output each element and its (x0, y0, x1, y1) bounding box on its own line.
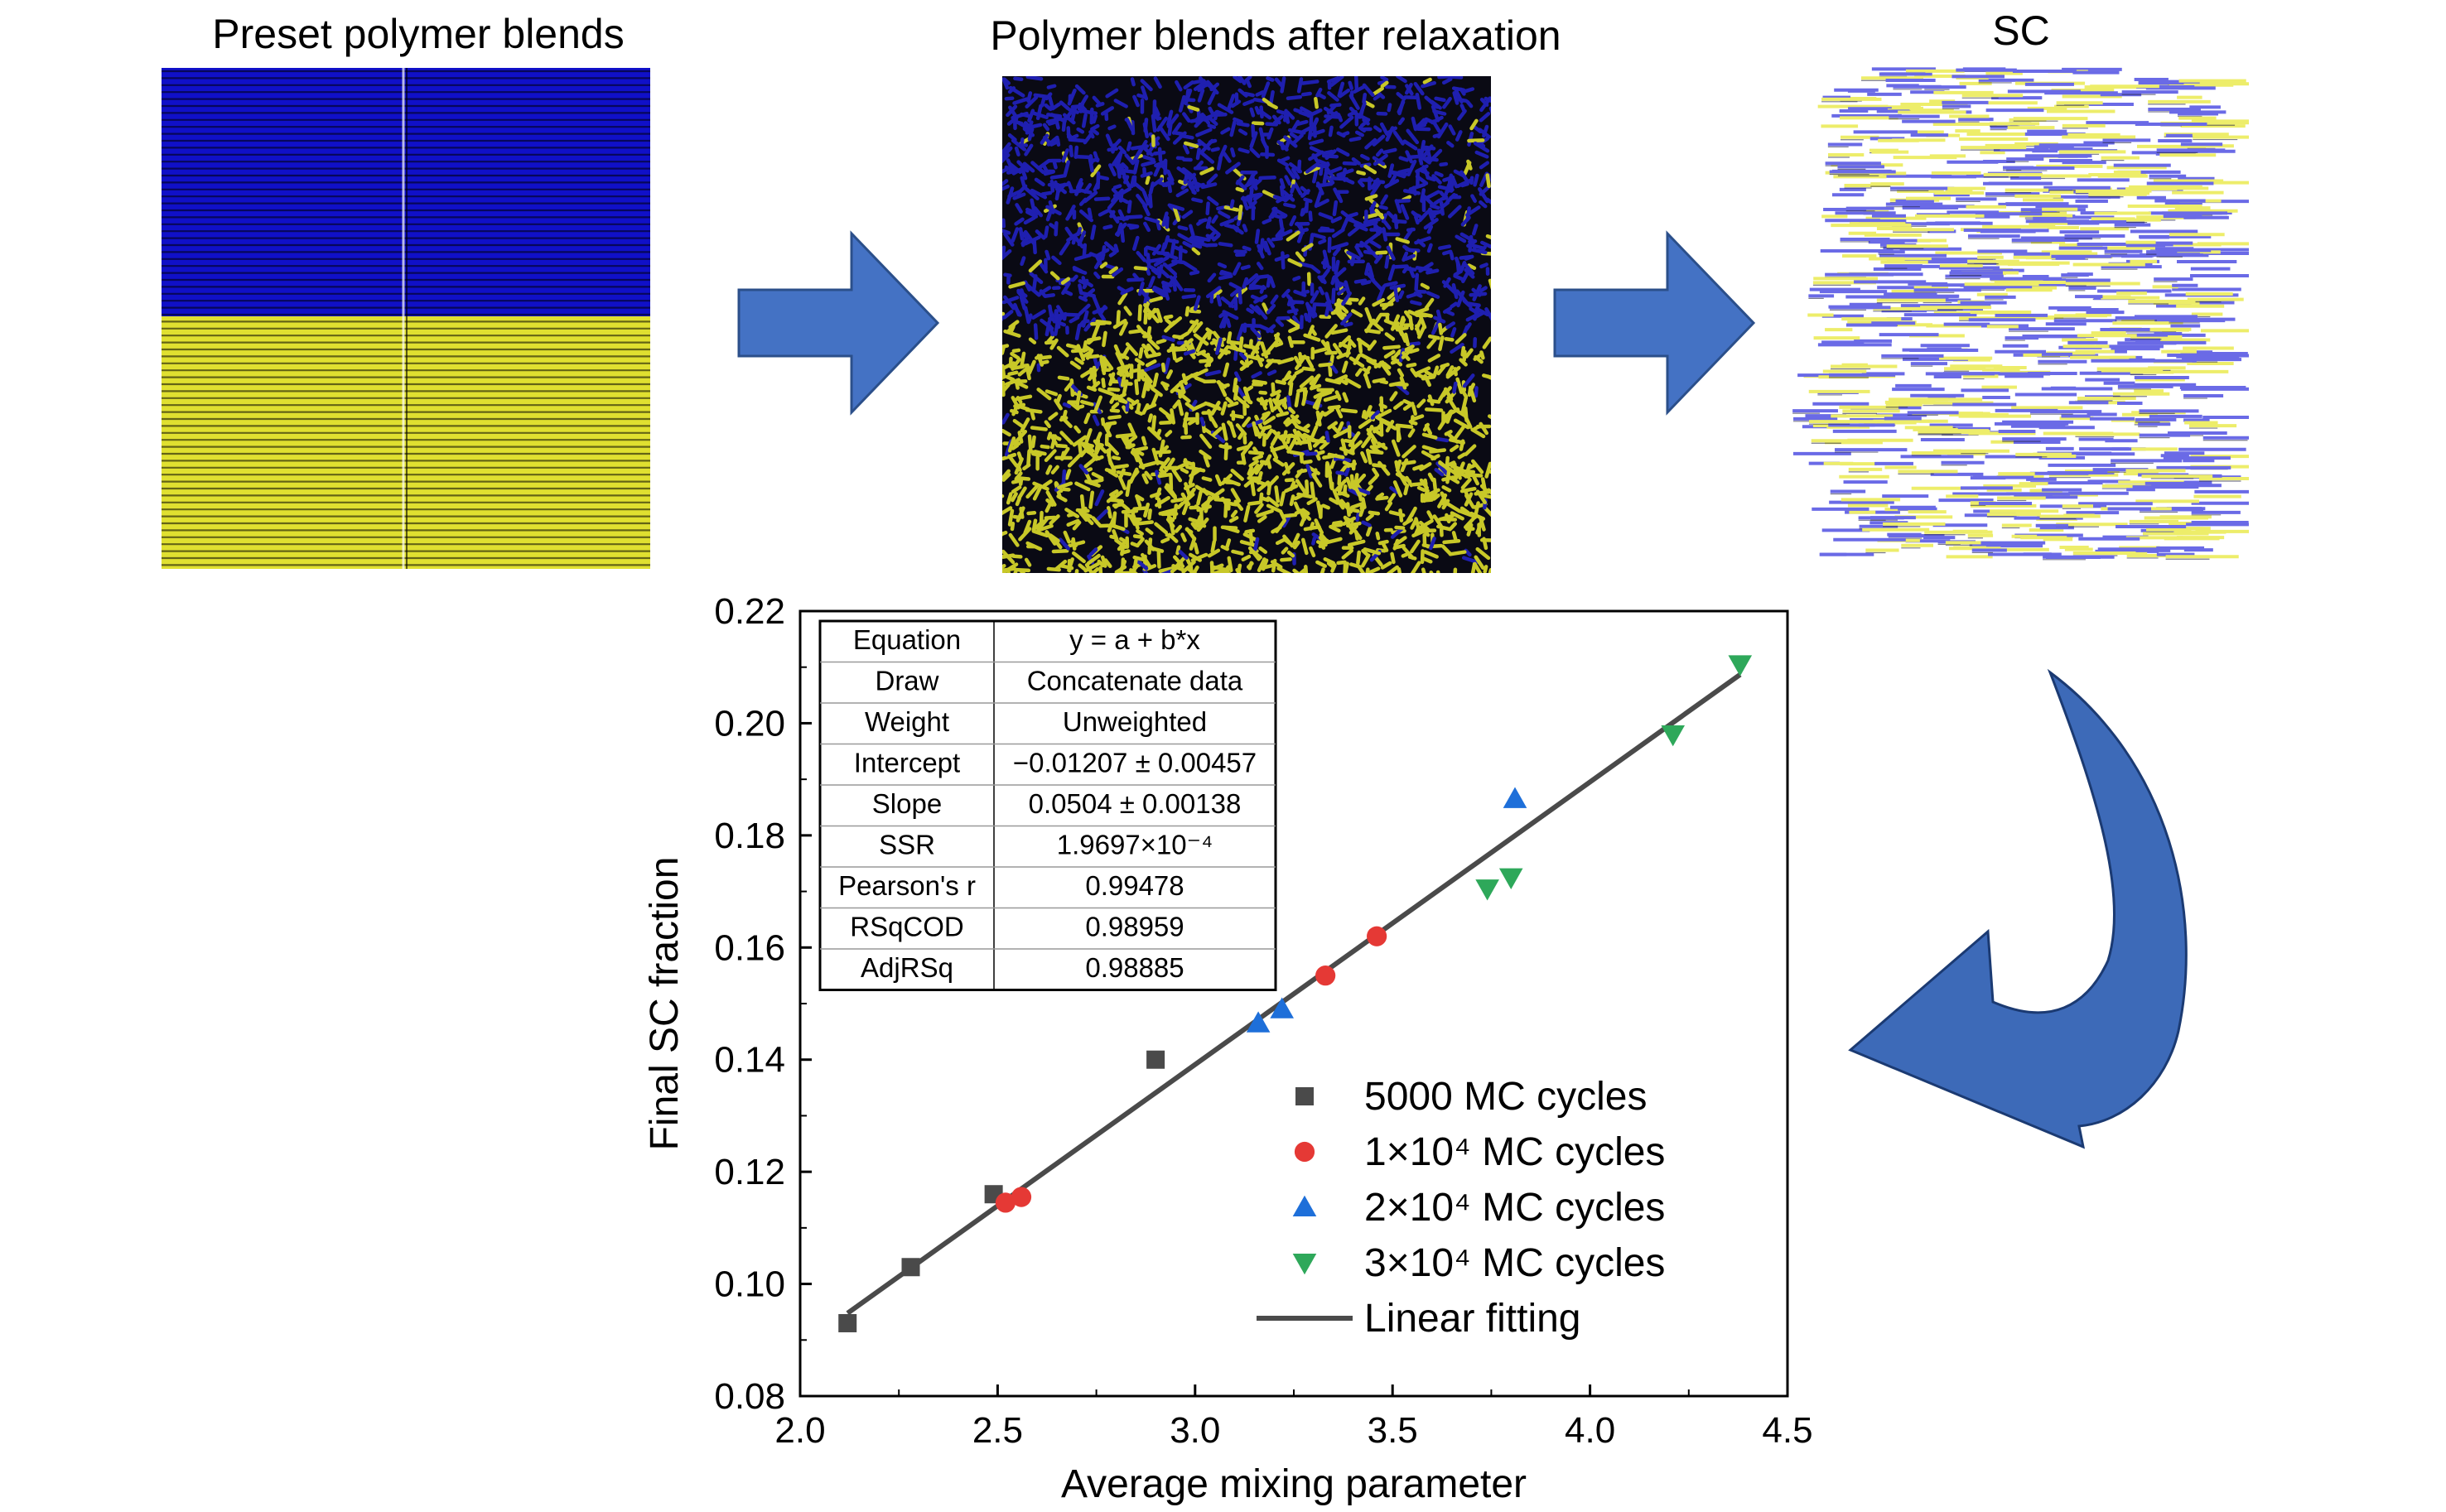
legend-label: 1×10⁴ MC cycles (1364, 1130, 1665, 1174)
y-tick-label: 0.08 (714, 1376, 785, 1417)
x-tick-label: 4.5 (1762, 1410, 1812, 1451)
data-point (1367, 926, 1387, 946)
fit-stats-value: 0.99478 (1085, 870, 1184, 901)
y-tick-label: 0.10 (714, 1264, 785, 1305)
fit-stats-table (818, 619, 1277, 991)
data-point (1146, 1050, 1165, 1069)
data-point (995, 1192, 1016, 1213)
curved-arrow-shape (1848, 668, 2188, 1149)
preset-blends-image (162, 68, 650, 569)
data-point (1503, 787, 1527, 808)
data-point (1475, 879, 1499, 901)
fit-stats-key: Weight (865, 706, 949, 737)
x-tick-label: 2.5 (972, 1410, 1023, 1451)
preset-blends-title: Preset polymer blends (212, 11, 625, 57)
fit-stats-key: Equation (853, 624, 961, 655)
data-point (901, 1258, 920, 1277)
data-point (1661, 725, 1686, 747)
data-point (838, 1313, 857, 1332)
legend-marker (1295, 1087, 1314, 1105)
x-tick-label: 2.0 (774, 1410, 825, 1451)
x-tick-label: 3.0 (1170, 1410, 1220, 1451)
fit-stats-value: −0.01207 ± 0.00457 (1013, 748, 1257, 778)
fit-stats-key: Intercept (854, 748, 960, 778)
legend-label: 3×10⁴ MC cycles (1364, 1241, 1665, 1285)
fit-stats-value: Unweighted (1063, 706, 1207, 737)
scatter-chart: 2.0 2.5 3.0 3.5 4.0 4.5 0.08 0.10 0.12 0.14 0.16 0.… (643, 591, 1813, 1506)
data-point (1498, 868, 1523, 889)
fit-stats-key: Draw (875, 666, 938, 696)
fit-stats-key: Slope (872, 788, 942, 819)
sc-crystal-image (1792, 67, 2249, 561)
y-tick-label: 0.22 (714, 591, 785, 632)
fit-stats-value: 0.98959 (1085, 912, 1184, 942)
y-tick-label: 0.12 (714, 1152, 785, 1192)
y-tick-label: 0.14 (714, 1040, 785, 1081)
sc-title: SC (1992, 7, 2050, 54)
y-axis-label: Final SC fraction (643, 857, 687, 1151)
fit-stats-value: 1.9697×10⁻⁴ (1057, 830, 1213, 860)
fit-stats-value: 0.0504 ± 0.00138 (1029, 788, 1242, 819)
legend-marker (1292, 1254, 1317, 1275)
x-axis-label: Average mixing parameter (1061, 1462, 1527, 1506)
legend-label: 5000 MC cycles (1364, 1075, 1647, 1119)
fit-stats-key: Pearson's r (838, 870, 976, 901)
legend-label: Linear fitting (1364, 1297, 1581, 1341)
y-tick-label: 0.20 (714, 703, 785, 744)
legend-marker (1292, 1195, 1317, 1216)
x-tick-label: 3.5 (1368, 1410, 1418, 1451)
arrow-shape (1553, 230, 1756, 416)
legend-label: 2×10⁴ MC cycles (1364, 1186, 1665, 1230)
relaxed-blends-image (1002, 76, 1491, 573)
data-point (1246, 1011, 1271, 1033)
y-tick-label: 0.18 (714, 816, 785, 856)
relaxed-blends-title: Polymer blends after relaxation (990, 12, 1561, 59)
data-point (1728, 655, 1753, 677)
fit-stats-value: 0.98885 (1085, 952, 1184, 983)
x-tick-label: 4.0 (1565, 1410, 1615, 1451)
arrow-shape (737, 230, 940, 416)
fit-stats-key: AdjRSq (861, 952, 953, 983)
fit-stats-value: Concatenate data (1027, 666, 1243, 696)
fit-line (846, 672, 1742, 1316)
arrow-right-icon (1553, 230, 1756, 416)
data-point (1315, 965, 1336, 986)
fit-stats-key: RSqCOD (850, 912, 964, 942)
fit-stats-key: SSR (879, 830, 935, 860)
fit-stats-value: y = a + b*x (1069, 624, 1200, 655)
data-point (1011, 1187, 1032, 1207)
curved-arrow-icon (1848, 668, 2188, 1149)
arrow-right-icon (737, 230, 940, 416)
data-point (1270, 997, 1294, 1018)
legend-marker (1294, 1141, 1315, 1163)
y-tick-label: 0.16 (714, 927, 785, 968)
